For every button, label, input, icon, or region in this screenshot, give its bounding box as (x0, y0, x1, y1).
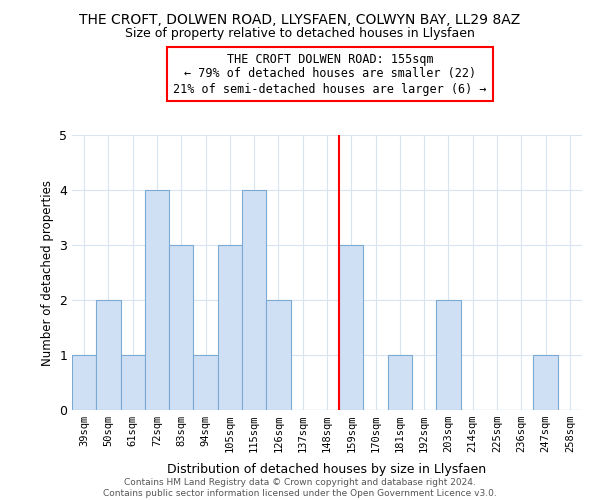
Bar (266, 300, 290, 410)
Bar (193, 355, 218, 410)
Bar (121, 355, 145, 410)
Bar (218, 245, 242, 410)
Text: Size of property relative to detached houses in Llysfaen: Size of property relative to detached ho… (125, 28, 475, 40)
Bar (436, 300, 461, 410)
Bar (533, 355, 558, 410)
Bar (242, 190, 266, 410)
Bar (145, 190, 169, 410)
Bar (169, 245, 193, 410)
Bar (96, 300, 121, 410)
Text: THE CROFT, DOLWEN ROAD, LLYSFAEN, COLWYN BAY, LL29 8AZ: THE CROFT, DOLWEN ROAD, LLYSFAEN, COLWYN… (79, 12, 521, 26)
Text: THE CROFT DOLWEN ROAD: 155sqm
← 79% of detached houses are smaller (22)
21% of s: THE CROFT DOLWEN ROAD: 155sqm ← 79% of d… (173, 52, 487, 96)
Bar (388, 355, 412, 410)
Y-axis label: Number of detached properties: Number of detached properties (41, 180, 53, 366)
Bar (339, 245, 364, 410)
Text: Contains HM Land Registry data © Crown copyright and database right 2024.
Contai: Contains HM Land Registry data © Crown c… (103, 478, 497, 498)
Bar (72, 355, 96, 410)
X-axis label: Distribution of detached houses by size in Llysfaen: Distribution of detached houses by size … (167, 464, 487, 476)
